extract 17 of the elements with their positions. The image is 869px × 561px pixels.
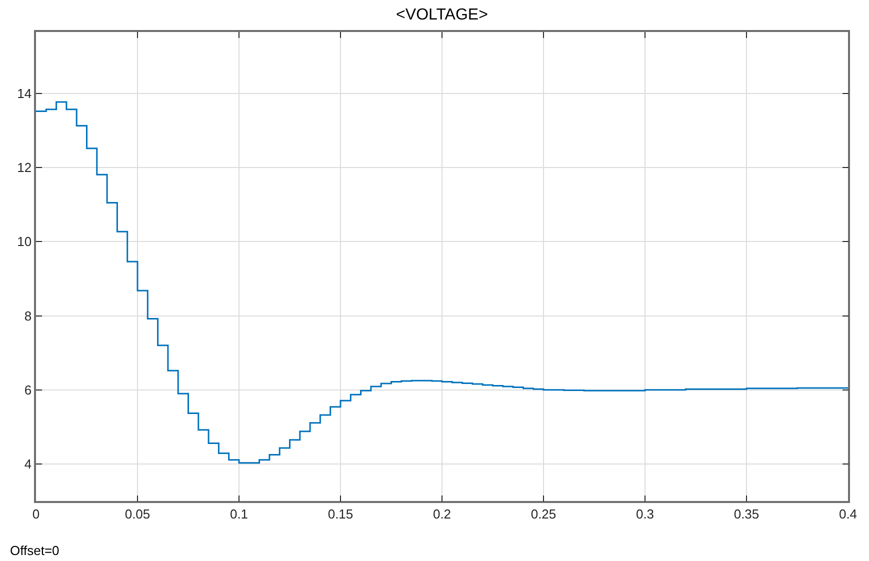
y-tick-label: 6 bbox=[24, 382, 32, 398]
chart-title: <VOLTAGE> bbox=[396, 6, 488, 24]
x-tick-label: 0.35 bbox=[734, 506, 760, 522]
text: Offset=0 bbox=[10, 543, 60, 558]
x-tick-label: 0.1 bbox=[230, 506, 248, 522]
x-tick-label: 0 bbox=[32, 506, 40, 522]
x-tick-label: 0.2 bbox=[432, 506, 452, 522]
y-tick-label: 8 bbox=[24, 308, 32, 324]
x-tick-label: 0.05 bbox=[124, 506, 150, 522]
y-tick-label: 12 bbox=[17, 160, 32, 176]
x-tick-label: 0.15 bbox=[328, 506, 354, 522]
y-tick-label: 4 bbox=[24, 456, 32, 472]
x-tick-label: 0.25 bbox=[530, 506, 556, 522]
y-tick-label: 14 bbox=[17, 86, 32, 102]
x-tick-label: 0.3 bbox=[636, 506, 654, 522]
y-tick-label: 10 bbox=[17, 234, 32, 250]
x-tick-label: 0.4 bbox=[838, 506, 858, 522]
